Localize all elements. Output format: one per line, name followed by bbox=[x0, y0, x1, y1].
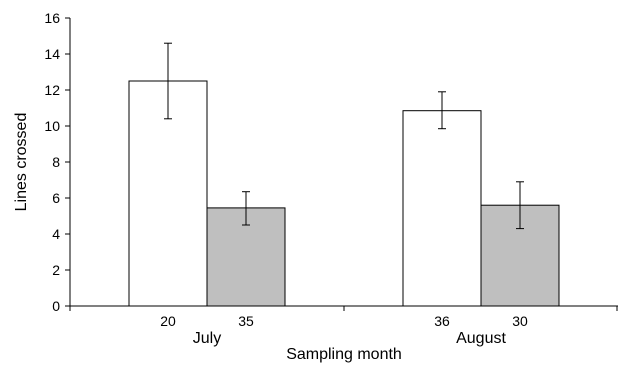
sample-size-label: 20 bbox=[160, 313, 176, 329]
y-tick-label: 4 bbox=[52, 226, 60, 242]
y-axis-title: Lines crossed bbox=[13, 113, 30, 212]
y-tick-label: 10 bbox=[44, 118, 60, 134]
y-tick-label: 0 bbox=[52, 298, 60, 314]
category-label: August bbox=[456, 330, 506, 347]
sample-size-label: 35 bbox=[238, 313, 254, 329]
y-tick-label: 16 bbox=[44, 10, 60, 26]
y-tick-label: 8 bbox=[52, 154, 60, 170]
y-tick-label: 2 bbox=[52, 262, 60, 278]
sample-size-label: 36 bbox=[434, 313, 450, 329]
y-tick-label: 14 bbox=[44, 46, 60, 62]
error-bars bbox=[164, 42, 524, 230]
sample-size-label: 30 bbox=[512, 313, 528, 329]
y-tick-label: 12 bbox=[44, 82, 60, 98]
bar bbox=[402, 110, 482, 307]
y-axis: 0 2 4 6 8 10 12 14 16 bbox=[44, 10, 71, 314]
x-axis-title: Sampling month bbox=[286, 346, 402, 363]
y-tick-label: 6 bbox=[52, 190, 60, 206]
bars bbox=[128, 80, 560, 307]
category-label: July bbox=[193, 330, 221, 347]
x-axis bbox=[69, 305, 618, 311]
bar-labels: 20 35 July 36 30 August bbox=[160, 313, 528, 347]
